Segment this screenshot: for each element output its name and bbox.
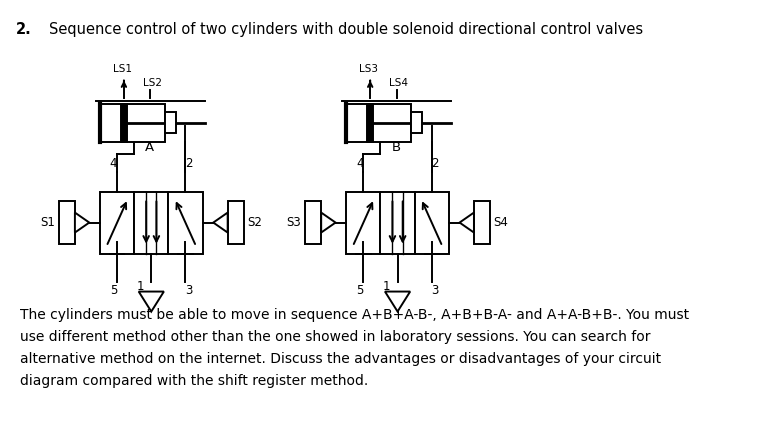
Bar [59,201,75,244]
Text: diagram compared with the shift register method.: diagram compared with the shift register… [20,374,368,388]
Text: S4: S4 [494,216,509,229]
Bar [381,192,415,253]
Text: S2: S2 [247,216,262,229]
Bar [411,112,422,133]
Bar [367,104,373,142]
Text: 4: 4 [110,157,117,169]
Bar [121,104,127,142]
Bar [164,112,175,133]
Bar [474,201,490,244]
Text: S3: S3 [287,216,301,229]
Polygon shape [460,213,474,232]
Polygon shape [213,213,228,232]
Text: use different method other than the one showed in laboratory sessions. You can s: use different method other than the one … [20,330,650,344]
Polygon shape [385,291,410,312]
Bar [100,192,134,253]
Bar [121,104,127,142]
Text: S1: S1 [40,216,55,229]
Text: 4: 4 [356,157,363,169]
Text: 3: 3 [431,284,439,297]
Text: 2: 2 [431,157,439,169]
Polygon shape [75,213,89,232]
Bar [415,192,449,253]
Text: 1: 1 [137,279,144,293]
Bar [168,192,203,253]
Bar [228,201,244,244]
Bar [367,104,373,142]
Text: 5: 5 [356,284,363,297]
Text: LS3: LS3 [359,64,378,74]
Text: LS2: LS2 [143,77,161,88]
Text: 3: 3 [186,284,193,297]
Text: The cylinders must be able to move in sequence A+B+A-B-, A+B+B-A- and A+A-B+B-. : The cylinders must be able to move in se… [20,308,689,322]
Text: 2: 2 [186,157,193,169]
Text: 2.: 2. [16,22,32,37]
Text: A: A [145,141,154,154]
Polygon shape [139,291,164,312]
Bar [346,104,411,142]
Bar [100,104,164,142]
Text: Sequence control of two cylinders with double solenoid directional control valve: Sequence control of two cylinders with d… [49,22,644,37]
Bar [134,192,168,253]
Text: alternative method on the internet. Discuss the advantages or disadvantages of y: alternative method on the internet. Disc… [20,352,661,366]
Text: LS1: LS1 [113,64,132,74]
Text: LS4: LS4 [389,77,408,88]
Text: 1: 1 [383,279,391,293]
Bar [346,192,381,253]
Polygon shape [321,213,336,232]
Text: B: B [392,141,400,154]
Text: 5: 5 [110,284,117,297]
Bar [305,201,321,244]
